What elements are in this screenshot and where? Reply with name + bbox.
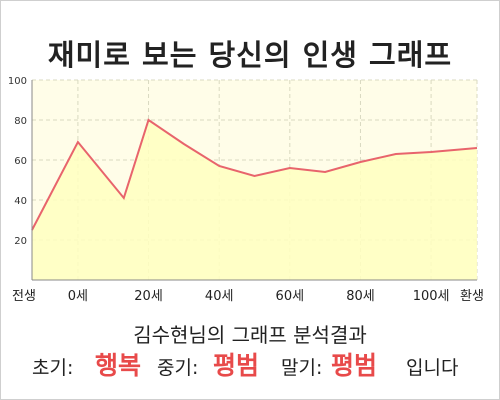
y-tick-label: 60 <box>14 156 27 167</box>
x-tick-label: 100세 <box>413 289 450 304</box>
y-tick-labels: 20 40 60 80 100 <box>8 76 27 247</box>
mid-label: 중기: <box>157 357 199 379</box>
early-value: 행복 <box>95 351 142 380</box>
result-summary: 초기: 행복 중기: 평범 말기: 평범 입니다 <box>0 344 500 384</box>
area-fill <box>32 120 477 280</box>
x-tick-label: 전생 <box>12 289 36 304</box>
x-tick-label: 40세 <box>205 289 234 304</box>
y-tick-label: 80 <box>14 116 27 127</box>
x-tick-label: 20세 <box>134 289 163 304</box>
late-label: 말기: <box>281 357 323 379</box>
x-tick-label: 80세 <box>346 289 375 304</box>
result-heading: 김수현님의 그래프 분석결과 <box>133 323 367 347</box>
x-tick-label: 60세 <box>276 289 305 304</box>
page-title: 재미로 보는 당신의 인생 그래프 <box>47 38 453 72</box>
result-suffix: 입니다 <box>406 357 459 379</box>
y-tick-label: 40 <box>14 196 27 207</box>
late-value: 평범 <box>331 351 378 380</box>
y-tick-label: 20 <box>14 236 27 247</box>
series-line <box>31 118 478 231</box>
x-tick-label: 환생 <box>460 289 484 304</box>
y-tick-label: 100 <box>8 76 27 87</box>
x-tick-labels: 전생 0세 20세 40세 60세 80세 100세 환생 <box>12 289 484 304</box>
mid-value: 평범 <box>213 351 260 380</box>
x-tick-label: 0세 <box>68 289 88 304</box>
early-label: 초기: <box>32 357 74 379</box>
